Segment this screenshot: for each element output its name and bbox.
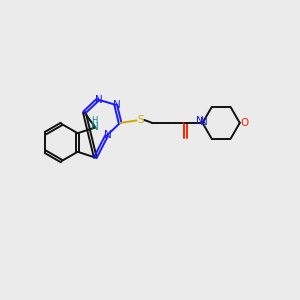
Text: N: N xyxy=(113,100,121,110)
Text: N: N xyxy=(104,130,112,140)
Text: N: N xyxy=(94,94,102,105)
Text: O: O xyxy=(240,118,248,128)
Text: N: N xyxy=(196,116,204,126)
Text: S: S xyxy=(137,115,144,125)
Text: N: N xyxy=(92,122,99,133)
Text: H: H xyxy=(92,116,98,125)
Text: N: N xyxy=(200,117,208,127)
